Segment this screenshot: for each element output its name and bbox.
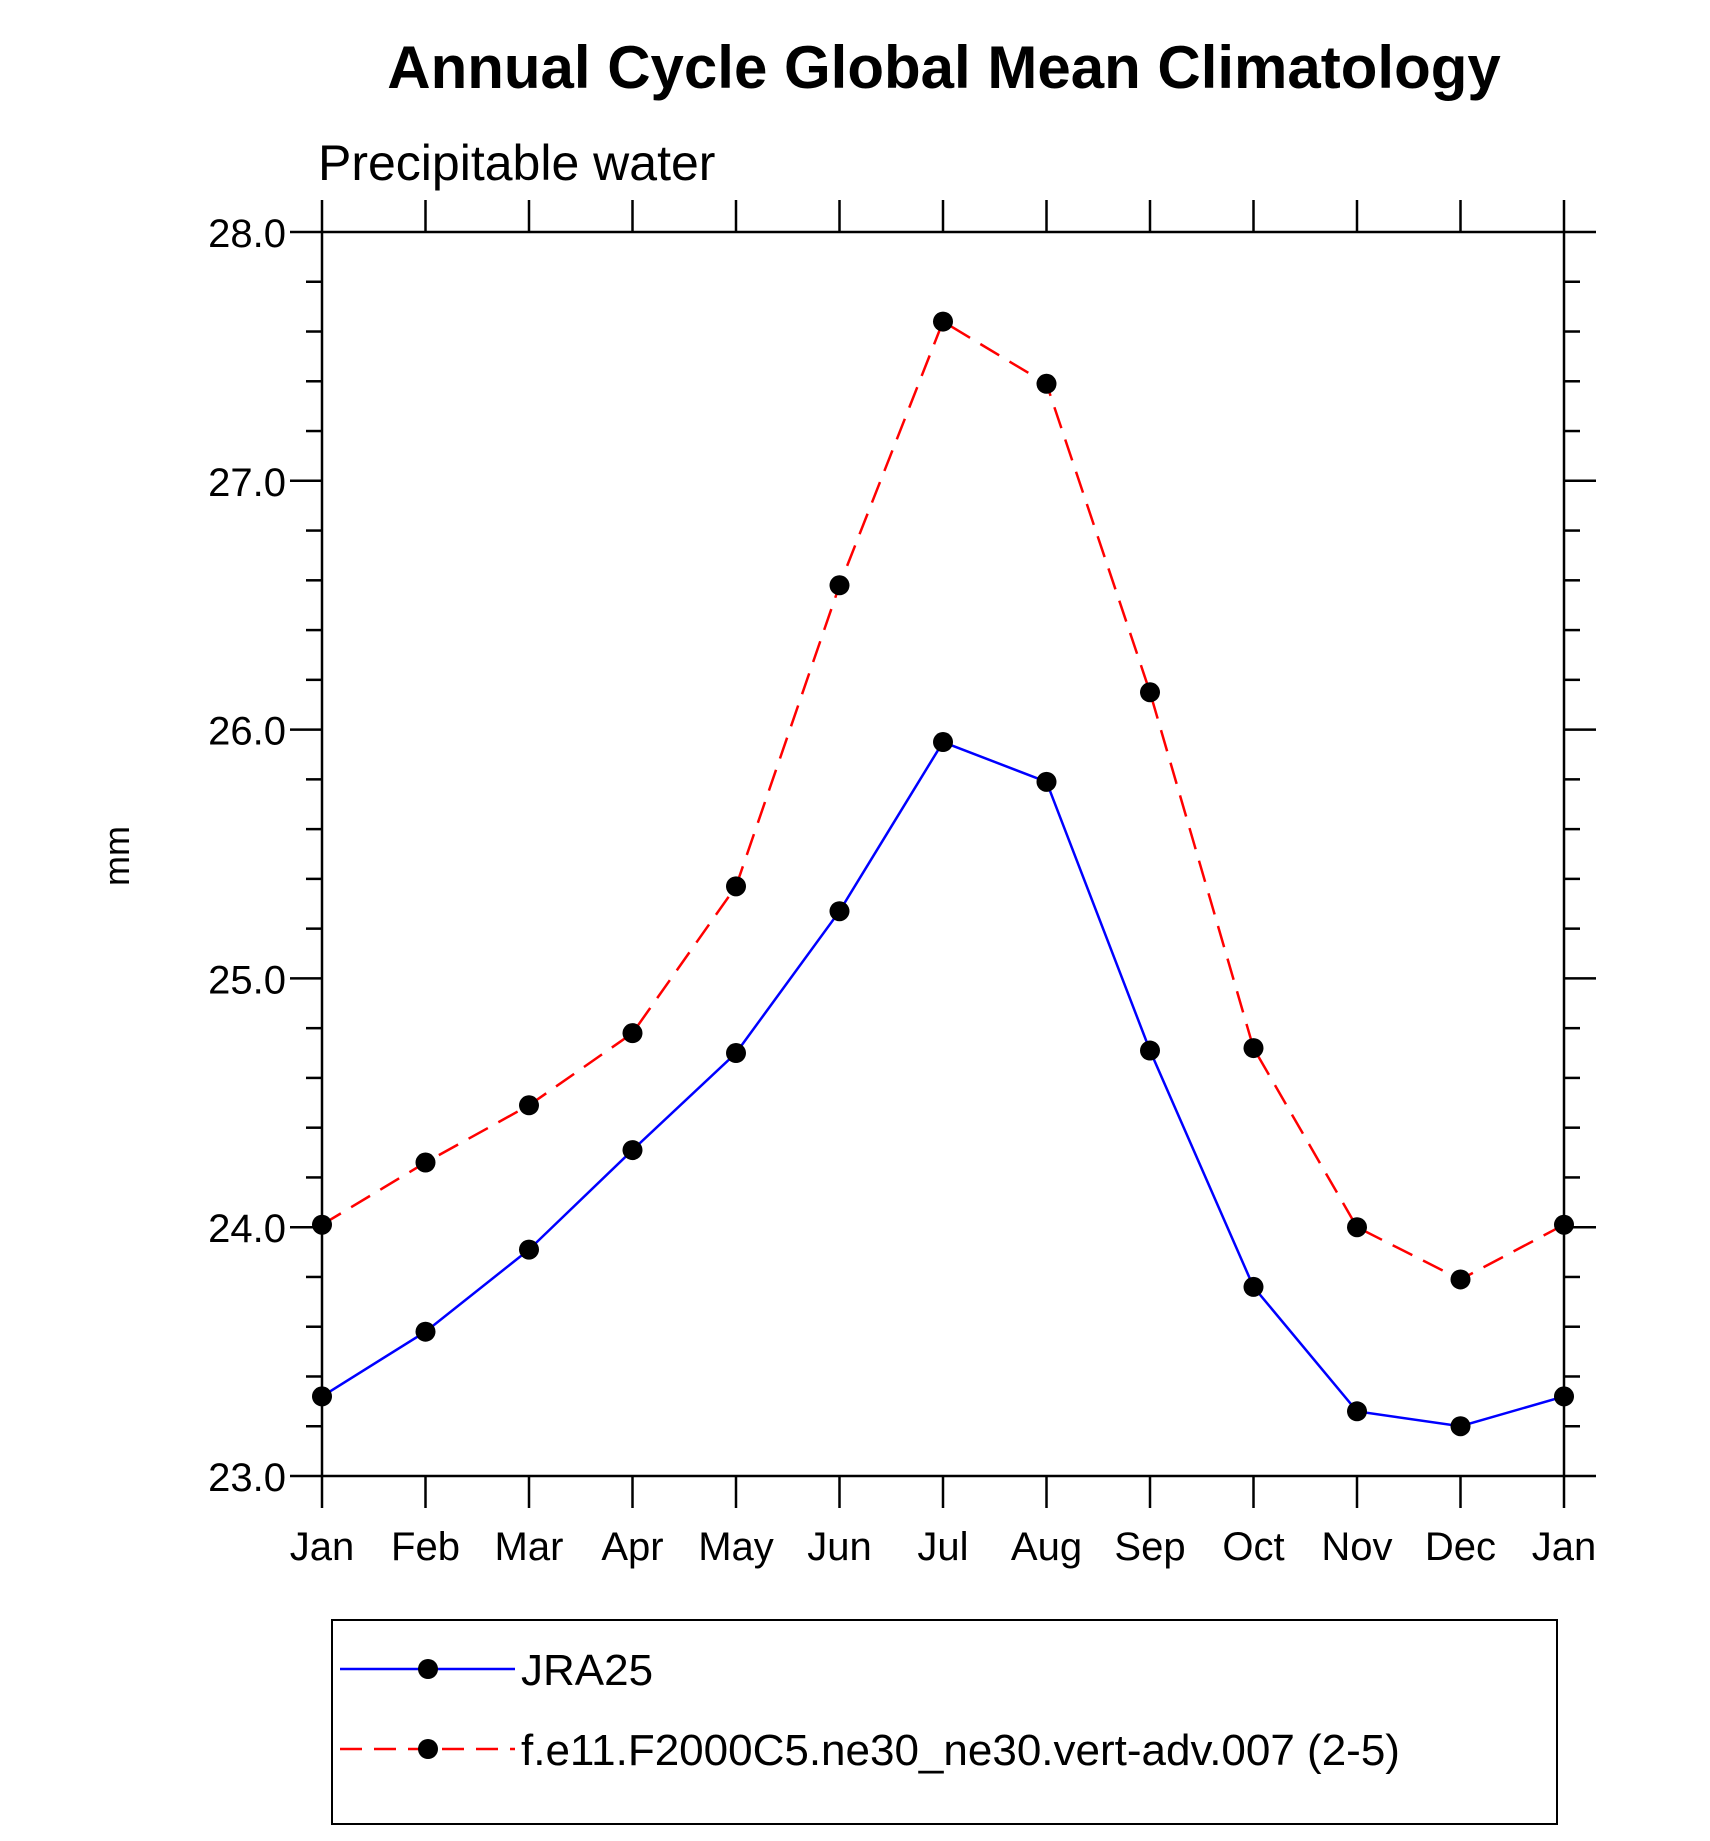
y-tick-label: 27.0 bbox=[208, 461, 286, 505]
data-point bbox=[1036, 373, 1057, 394]
legend-label: f.e11.F2000C5.ne30_ne30.vert-adv.007 (2-… bbox=[521, 1726, 1400, 1775]
x-tick-label: May bbox=[698, 1525, 774, 1569]
series-line bbox=[321, 740, 1565, 1428]
data-point bbox=[1450, 1416, 1471, 1437]
series-layer bbox=[312, 311, 1574, 1437]
data-point bbox=[519, 1095, 539, 1116]
y-tick-label: 28.0 bbox=[208, 212, 286, 256]
y-axis-label: mm bbox=[96, 826, 137, 886]
data-point bbox=[519, 1239, 539, 1260]
x-tick-label: Jan bbox=[290, 1525, 355, 1569]
data-point bbox=[1347, 1217, 1367, 1238]
data-point bbox=[1450, 1269, 1471, 1290]
plot-frame bbox=[320, 230, 1566, 1478]
data-point bbox=[622, 1140, 643, 1161]
data-point bbox=[726, 876, 746, 897]
axes: 23.0 24.0 25.0 26.0 27.0 28.0 Jan Feb Mar Apr May J… bbox=[208, 200, 1596, 1569]
x-tick-label: Nov bbox=[1321, 1525, 1392, 1569]
chart-subtitle: Precipitable water bbox=[318, 135, 715, 191]
chart-title: Annual Cycle Global Mean Climatology bbox=[387, 34, 1501, 101]
legend-marker bbox=[418, 1739, 438, 1759]
data-point bbox=[1554, 1386, 1574, 1407]
legend-label: JRA25 bbox=[521, 1646, 653, 1695]
x-tick-label: Oct bbox=[1222, 1525, 1284, 1569]
data-point bbox=[726, 1043, 746, 1064]
data-point bbox=[1243, 1038, 1264, 1059]
data-point bbox=[829, 575, 850, 596]
y-tick-label: 25.0 bbox=[208, 958, 286, 1002]
x-tick-label: Mar bbox=[495, 1525, 564, 1569]
x-tick-label: Jan bbox=[1532, 1525, 1597, 1569]
data-point bbox=[933, 732, 953, 753]
data-point bbox=[829, 901, 850, 922]
data-point bbox=[1140, 682, 1160, 703]
x-tick-label: Jun bbox=[807, 1525, 872, 1569]
legend-box bbox=[331, 1619, 1558, 1825]
x-tick-label: Sep bbox=[1114, 1525, 1185, 1569]
x-tick-label: Apr bbox=[601, 1525, 663, 1569]
y-tick-label: 23.0 bbox=[208, 1456, 286, 1500]
x-tick-label: Dec bbox=[1425, 1525, 1496, 1569]
legend-marker bbox=[418, 1659, 438, 1679]
y-tick-label: 26.0 bbox=[208, 710, 286, 754]
data-point bbox=[1140, 1040, 1160, 1061]
y-tick-label: 24.0 bbox=[208, 1207, 286, 1251]
data-point bbox=[312, 1386, 332, 1407]
data-point bbox=[622, 1023, 643, 1044]
data-point bbox=[1036, 771, 1057, 792]
series-line bbox=[321, 319, 1565, 1281]
x-tick-label: Aug bbox=[1011, 1525, 1082, 1569]
data-point bbox=[415, 1152, 436, 1173]
data-point bbox=[1347, 1401, 1367, 1422]
data-point bbox=[415, 1321, 436, 1342]
x-tick-label: Jul bbox=[917, 1525, 968, 1569]
data-point bbox=[312, 1214, 332, 1235]
data-point bbox=[933, 311, 953, 332]
x-tick-label: Feb bbox=[391, 1525, 460, 1569]
data-point bbox=[1554, 1214, 1574, 1235]
data-point bbox=[1243, 1276, 1264, 1297]
legend: JRA25 f.e11.F2000C5.ne30_ne30.vert-adv.00… bbox=[331, 1619, 1558, 1825]
